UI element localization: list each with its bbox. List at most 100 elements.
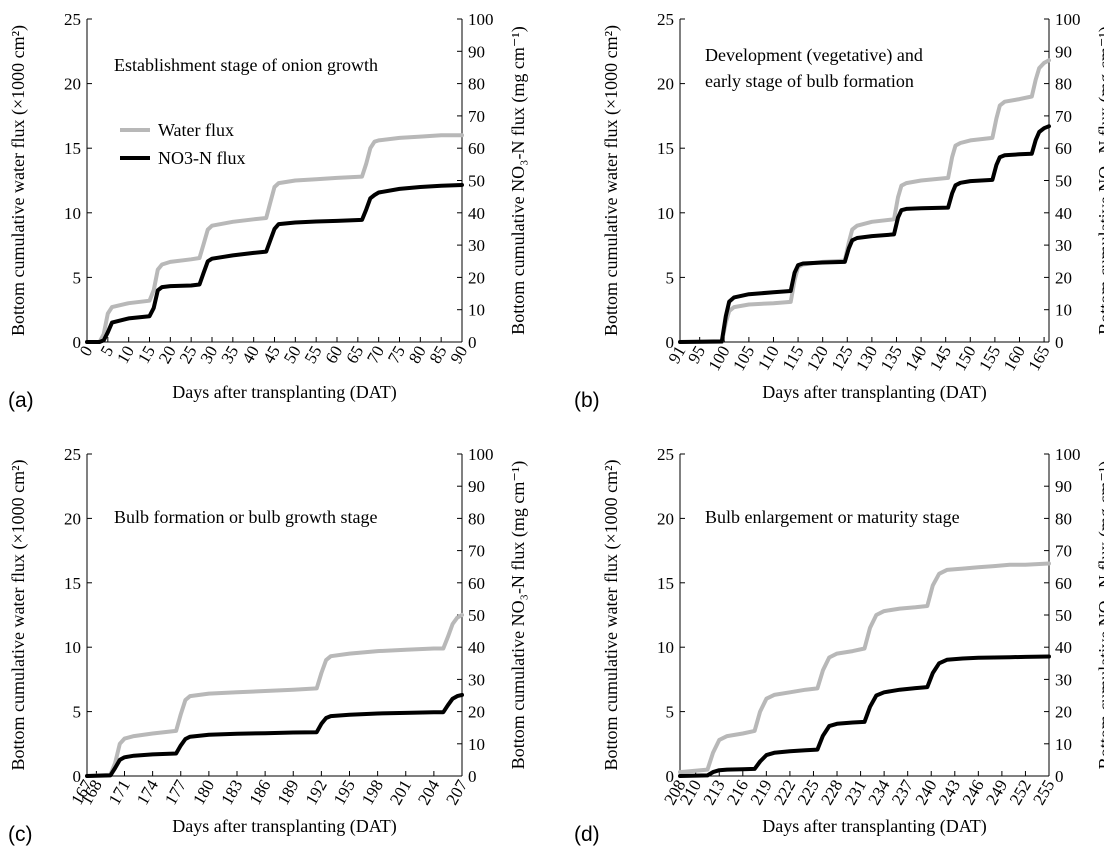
stage-annotation: Bulb enlargement or maturity stage — [705, 507, 960, 527]
right-y-tick-label: 0 — [468, 767, 477, 786]
right-y-tick-label: 100 — [1055, 445, 1081, 464]
x-tick-label: 231 — [841, 777, 870, 809]
x-tick-label: 234 — [864, 776, 893, 808]
panel-label: (a) — [8, 389, 34, 412]
x-tick-label: 115 — [779, 343, 808, 374]
right-y-tick-label: 10 — [468, 301, 485, 320]
left-y-tick-label: 15 — [64, 574, 81, 593]
left-y-tick-label: 25 — [64, 445, 81, 464]
right-y-tick-label: 30 — [468, 670, 485, 689]
x-tick-label: 252 — [1006, 777, 1035, 809]
left-y-tick-label: 20 — [657, 75, 674, 94]
right-y-tick-label: 80 — [1055, 509, 1072, 528]
left-y-tick-label: 0 — [666, 333, 675, 352]
x-tick-label: 225 — [794, 777, 823, 809]
right-y-tick-label: 40 — [468, 204, 485, 223]
x-tick-label: 222 — [770, 777, 799, 809]
right-y-tick-label: 100 — [1055, 10, 1081, 29]
x-tick-label: 249 — [982, 776, 1011, 808]
x-tick-label: 150 — [951, 343, 980, 375]
nitrate-flux-line — [85, 692, 464, 778]
x-tick-label: 246 — [959, 777, 988, 809]
right-y-tick-label: 30 — [1055, 670, 1072, 689]
right-y-tick-label: 40 — [468, 638, 485, 657]
left-y-tick-label: 15 — [657, 139, 674, 158]
chart-panel-4: 0510152025010203040506070809010020821021… — [574, 445, 1104, 846]
left-y-tick-label: 5 — [73, 268, 82, 287]
right-y-tick-label: 60 — [1055, 574, 1072, 593]
left-y-axis-label: Bottom cumulative water flux (×1000 cm²) — [601, 25, 622, 336]
x-tick-label: 189 — [274, 777, 303, 809]
x-tick-label: 135 — [877, 343, 906, 375]
left-y-axis-label: Bottom cumulative water flux (×1000 cm²) — [8, 460, 29, 771]
left-y-tick-label: 20 — [64, 509, 81, 528]
right-y-tick-label: 0 — [1055, 333, 1064, 352]
x-tick-label: 155 — [975, 343, 1004, 375]
legend-nitrate-label: NO3-N flux — [158, 148, 246, 168]
x-tick-label: 100 — [705, 343, 734, 375]
panel-label: (d) — [574, 823, 600, 846]
chart-panel-3: 0510152025010203040506070809010016716817… — [8, 445, 529, 846]
water-flux-line — [85, 613, 464, 778]
right-y-tick-label: 90 — [1055, 42, 1072, 61]
x-tick-label: 243 — [935, 777, 964, 809]
right-y-tick-label: 50 — [1055, 606, 1072, 625]
right-y-tick-label: 10 — [1055, 735, 1072, 754]
right-y-tick-label: 20 — [1055, 703, 1072, 722]
right-y-axis-label: Bottom cumulative NO₃-N flux (mg cm⁻¹) — [1095, 461, 1104, 770]
x-axis-label: Days after transplanting (DAT) — [172, 816, 396, 837]
right-y-tick-label: 60 — [1055, 139, 1072, 158]
legend: Water flux NO3-N flux — [120, 120, 246, 168]
x-tick-label: 216 — [723, 777, 752, 809]
right-y-tick-label: 40 — [1055, 204, 1072, 223]
x-tick-label: 237 — [888, 776, 917, 808]
right-y-tick-label: 50 — [1055, 172, 1072, 191]
right-y-tick-label: 50 — [468, 172, 485, 191]
right-y-tick-label: 10 — [1055, 301, 1072, 320]
right-y-tick-label: 0 — [1055, 767, 1064, 786]
left-y-tick-label: 10 — [64, 638, 81, 657]
right-y-tick-label: 30 — [468, 236, 485, 255]
x-tick-label: 120 — [803, 343, 832, 375]
left-y-tick-label: 25 — [657, 445, 674, 464]
right-y-tick-label: 70 — [468, 107, 485, 126]
right-y-tick-label: 50 — [468, 606, 485, 625]
right-y-tick-label: 30 — [1055, 236, 1072, 255]
left-y-axis-label: Bottom cumulative water flux (×1000 cm²) — [601, 460, 622, 771]
water-flux-line — [85, 133, 464, 344]
left-y-tick-label: 5 — [73, 703, 82, 722]
right-y-axis-label: Bottom cumulative NO₃-N flux (mg cm⁻¹) — [508, 461, 529, 770]
left-y-tick-label: 10 — [657, 204, 674, 223]
right-y-tick-label: 100 — [468, 445, 494, 464]
x-tick-label: 201 — [386, 777, 415, 809]
right-y-tick-label: 80 — [468, 509, 485, 528]
x-tick-label: 171 — [105, 777, 134, 809]
right-y-tick-label: 90 — [468, 477, 485, 496]
left-y-tick-label: 25 — [64, 10, 81, 29]
right-y-tick-label: 40 — [1055, 638, 1072, 657]
left-y-tick-label: 0 — [666, 767, 675, 786]
stage-annotation: Establishment stage of onion growth — [114, 55, 378, 75]
x-tick-label: 198 — [358, 777, 387, 809]
x-axis-label: Days after transplanting (DAT) — [762, 816, 986, 837]
left-y-tick-label: 20 — [64, 75, 81, 94]
x-tick-label: 174 — [133, 776, 162, 808]
right-y-axis-label: Bottom cumulative NO₃-N flux (mg cm⁻¹) — [1095, 26, 1104, 335]
x-axis-label: Days after transplanting (DAT) — [762, 382, 986, 403]
left-y-tick-label: 5 — [666, 703, 675, 722]
chart-panel-2: 0510152025010203040506070809010091951001… — [574, 10, 1104, 412]
right-y-tick-label: 70 — [1055, 542, 1072, 561]
left-y-tick-label: 10 — [657, 638, 674, 657]
right-y-tick-label: 90 — [1055, 477, 1072, 496]
right-y-tick-label: 10 — [468, 735, 485, 754]
x-tick-label: 177 — [161, 776, 190, 808]
left-y-tick-label: 10 — [64, 204, 81, 223]
left-y-axis-label: Bottom cumulative water flux (×1000 cm²) — [8, 25, 29, 336]
water-flux-line — [678, 561, 1051, 775]
right-y-tick-label: 20 — [468, 703, 485, 722]
x-axis-label: Days after transplanting (DAT) — [172, 382, 396, 403]
left-y-tick-label: 5 — [666, 268, 675, 287]
nitrate-flux-line — [678, 124, 1051, 344]
